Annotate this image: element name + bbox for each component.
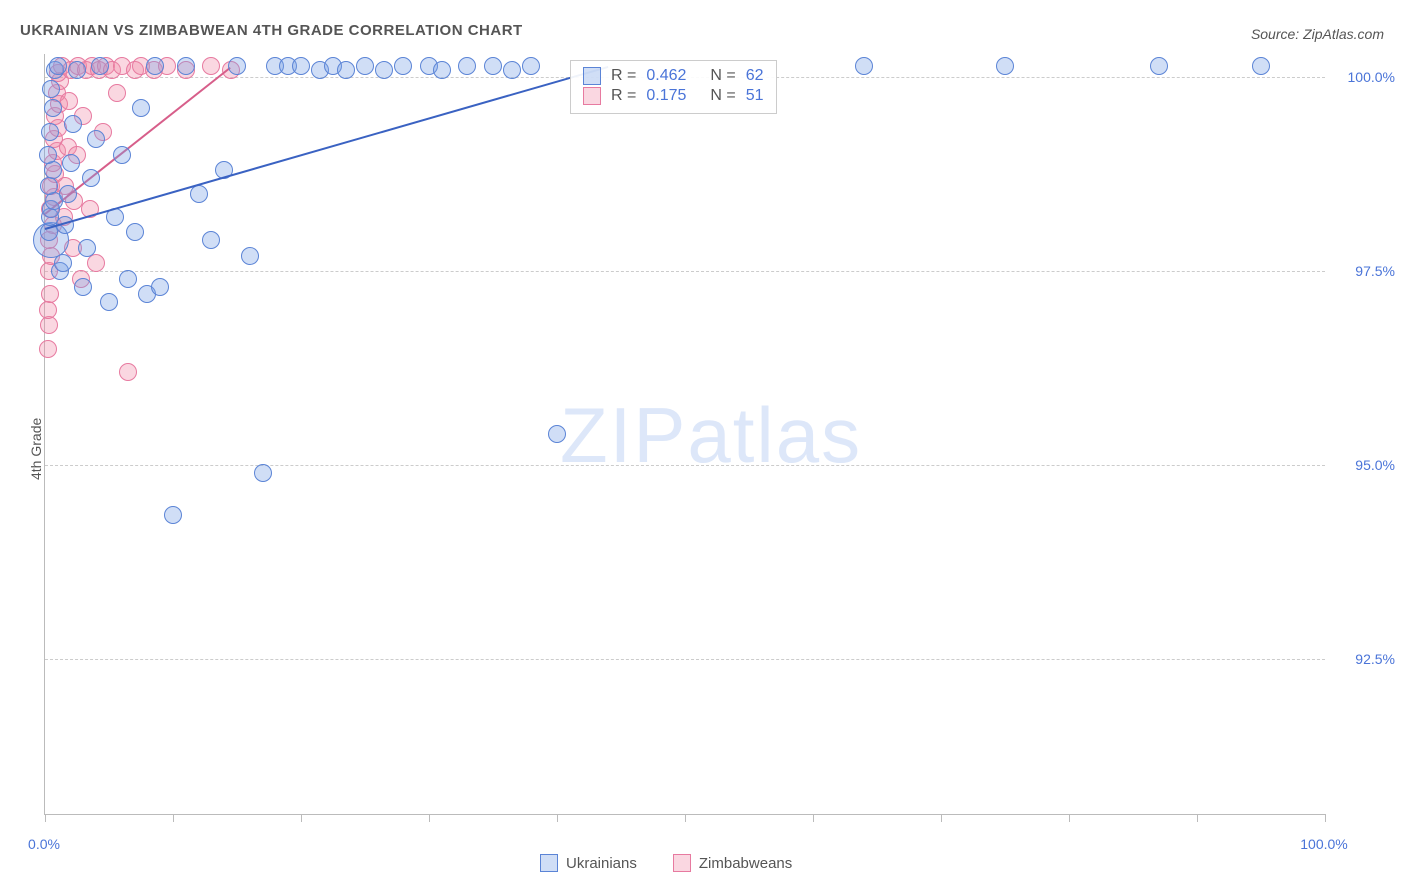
stats-r-label: R = bbox=[611, 87, 636, 105]
x-tick bbox=[685, 814, 686, 822]
gridline bbox=[45, 465, 1325, 466]
data-point-ukrainians bbox=[202, 231, 220, 249]
data-point-ukrainians bbox=[40, 177, 58, 195]
data-point-zimbabweans bbox=[202, 57, 220, 75]
x-tick bbox=[1197, 814, 1198, 822]
data-point-ukrainians bbox=[44, 161, 62, 179]
data-point-ukrainians bbox=[484, 57, 502, 75]
data-point-ukrainians bbox=[394, 57, 412, 75]
data-point-ukrainians bbox=[164, 506, 182, 524]
x-tick bbox=[813, 814, 814, 822]
stats-swatch-ukrainians bbox=[583, 67, 601, 85]
data-point-ukrainians bbox=[292, 57, 310, 75]
legend-label-ukrainians: Ukrainians bbox=[566, 855, 637, 872]
data-point-ukrainians bbox=[177, 57, 195, 75]
stats-row-zimbabweans: R = 0.175 N = 51 bbox=[583, 87, 764, 105]
legend-item-ukrainians: Ukrainians bbox=[540, 854, 637, 872]
data-point-ukrainians bbox=[1150, 57, 1168, 75]
data-point-ukrainians bbox=[126, 223, 144, 241]
data-point-ukrainians bbox=[433, 61, 451, 79]
x-tick bbox=[429, 814, 430, 822]
data-point-zimbabweans bbox=[108, 84, 126, 102]
legend-swatch-zimbabweans bbox=[673, 854, 691, 872]
x-tick-label: 100.0% bbox=[1300, 836, 1347, 852]
data-point-ukrainians bbox=[522, 57, 540, 75]
x-tick-label: 0.0% bbox=[28, 836, 60, 852]
data-point-ukrainians bbox=[39, 146, 57, 164]
stats-r-label: R = bbox=[611, 67, 636, 85]
legend-item-zimbabweans: Zimbabweans bbox=[673, 854, 792, 872]
data-point-zimbabweans bbox=[40, 316, 58, 334]
chart-title: UKRAINIAN VS ZIMBABWEAN 4TH GRADE CORREL… bbox=[20, 22, 523, 39]
data-point-ukrainians bbox=[132, 99, 150, 117]
x-tick bbox=[45, 814, 46, 822]
data-point-zimbabweans bbox=[60, 92, 78, 110]
gridline bbox=[45, 659, 1325, 660]
data-point-ukrainians bbox=[91, 57, 109, 75]
data-point-ukrainians bbox=[82, 169, 100, 187]
data-point-zimbabweans bbox=[39, 340, 57, 358]
data-point-ukrainians bbox=[41, 123, 59, 141]
x-tick bbox=[1069, 814, 1070, 822]
gridline bbox=[45, 271, 1325, 272]
legend-swatch-ukrainians bbox=[540, 854, 558, 872]
data-point-ukrainians bbox=[1252, 57, 1270, 75]
data-point-ukrainians bbox=[42, 80, 60, 98]
data-point-ukrainians bbox=[458, 57, 476, 75]
x-tick bbox=[1325, 814, 1326, 822]
y-axis-label: 4th Grade bbox=[28, 418, 44, 480]
data-point-ukrainians bbox=[100, 293, 118, 311]
plot-area: 92.5%95.0%97.5%100.0%R =0.462N =62R =0.1… bbox=[44, 54, 1325, 815]
stats-n-label: N = bbox=[710, 67, 735, 85]
stats-n-value: 62 bbox=[746, 67, 764, 85]
data-point-ukrainians bbox=[855, 57, 873, 75]
y-tick-label: 100.0% bbox=[1335, 69, 1395, 85]
data-point-zimbabweans bbox=[87, 254, 105, 272]
data-point-ukrainians bbox=[68, 61, 86, 79]
data-point-ukrainians bbox=[74, 278, 92, 296]
data-point-ukrainians bbox=[503, 61, 521, 79]
data-point-ukrainians bbox=[146, 57, 164, 75]
data-point-ukrainians bbox=[254, 464, 272, 482]
legend: Ukrainians Zimbabweans bbox=[540, 854, 792, 872]
data-point-ukrainians bbox=[241, 247, 259, 265]
data-point-ukrainians bbox=[119, 270, 137, 288]
stats-n-label: N = bbox=[710, 87, 735, 105]
x-tick bbox=[941, 814, 942, 822]
data-point-ukrainians bbox=[337, 61, 355, 79]
data-point-ukrainians bbox=[356, 57, 374, 75]
x-tick bbox=[301, 814, 302, 822]
stats-r-value: 0.462 bbox=[646, 67, 686, 85]
data-point-ukrainians bbox=[49, 57, 67, 75]
y-tick-label: 92.5% bbox=[1335, 651, 1395, 667]
data-point-ukrainians bbox=[59, 185, 77, 203]
data-point-zimbabweans bbox=[41, 285, 59, 303]
data-point-ukrainians bbox=[151, 278, 169, 296]
data-point-ukrainians bbox=[113, 146, 131, 164]
data-point-ukrainians bbox=[62, 154, 80, 172]
data-point-zimbabweans bbox=[119, 363, 137, 381]
stats-r-value: 0.175 bbox=[646, 87, 686, 105]
data-point-ukrainians bbox=[87, 130, 105, 148]
data-point-ukrainians bbox=[44, 99, 62, 117]
y-tick-label: 97.5% bbox=[1335, 263, 1395, 279]
stats-box: R = 0.462 N = 62 R = 0.175 N = 51 bbox=[570, 60, 777, 114]
data-point-ukrainians bbox=[996, 57, 1014, 75]
stats-row-ukrainians: R = 0.462 N = 62 bbox=[583, 67, 764, 85]
stats-n-value: 51 bbox=[746, 87, 764, 105]
y-tick-label: 95.0% bbox=[1335, 457, 1395, 473]
data-point-ukrainians bbox=[548, 425, 566, 443]
data-point-ukrainians bbox=[64, 115, 82, 133]
stats-swatch-zimbabweans bbox=[583, 87, 601, 105]
data-point-ukrainians bbox=[78, 239, 96, 257]
source-attribution: Source: ZipAtlas.com bbox=[1251, 26, 1384, 42]
data-point-ukrainians bbox=[375, 61, 393, 79]
data-point-ukrainians bbox=[228, 57, 246, 75]
legend-label-zimbabweans: Zimbabweans bbox=[699, 855, 792, 872]
data-point-ukrainians bbox=[54, 254, 72, 272]
x-tick bbox=[173, 814, 174, 822]
x-tick bbox=[557, 814, 558, 822]
data-point-zimbabweans bbox=[39, 301, 57, 319]
